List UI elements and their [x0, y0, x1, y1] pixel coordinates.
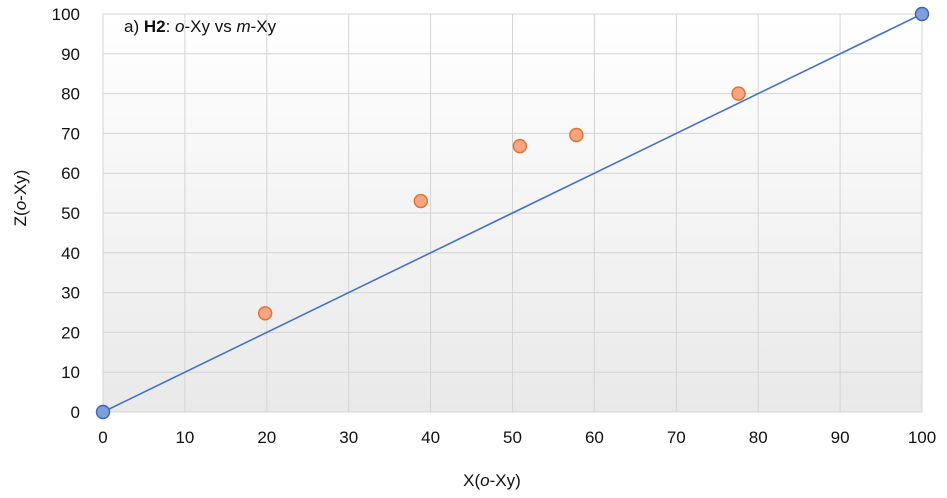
x-tick-label: 70	[667, 428, 686, 447]
x-tick-label: 90	[831, 428, 850, 447]
x-tick-label: 100	[908, 428, 936, 447]
y-tick-label: 80	[61, 85, 80, 104]
x-tick-label: 10	[175, 428, 194, 447]
endpoint-marker	[95, 404, 111, 420]
y-tick-label: 40	[61, 244, 80, 263]
y-tick-label: 50	[61, 204, 80, 223]
tick-labels: 0 10 20 30 40 50 60 70 80 90 100 0 10 20 30 40 50 60 70 80 9…	[52, 5, 937, 447]
y-axis-title: Z(o-Xy)	[11, 170, 30, 227]
y-tick-label: 100	[52, 5, 80, 24]
x-tick-label: 20	[257, 428, 276, 447]
y-tick-label: 20	[61, 323, 80, 342]
y-tick-label: 90	[61, 45, 80, 64]
x-tick-label: 50	[503, 428, 522, 447]
y-tick-label: 0	[71, 403, 80, 422]
x-tick-label: 80	[749, 428, 768, 447]
data-point	[731, 86, 746, 101]
y-tick-label: 10	[61, 363, 80, 382]
x-tick-label: 40	[421, 428, 440, 447]
x-tick-label: 60	[585, 428, 604, 447]
data-point	[512, 138, 528, 154]
chart-annotation: a) H2: o-Xy vs m-Xy	[124, 17, 277, 36]
data-point	[257, 306, 273, 321]
x-tick-label: 30	[339, 428, 358, 447]
y-tick-label: 30	[61, 284, 80, 303]
grid	[102, 13, 923, 413]
y-tick-label: 70	[61, 124, 80, 143]
x-axis-title: X(o-Xy)	[463, 471, 521, 490]
x-tick-label: 0	[98, 428, 107, 447]
data-point	[413, 193, 428, 209]
series-layer	[95, 6, 930, 420]
endpoint-marker	[914, 6, 930, 22]
data-point	[569, 127, 584, 143]
y-tick-label: 60	[61, 164, 80, 183]
parity-line	[102, 13, 923, 413]
